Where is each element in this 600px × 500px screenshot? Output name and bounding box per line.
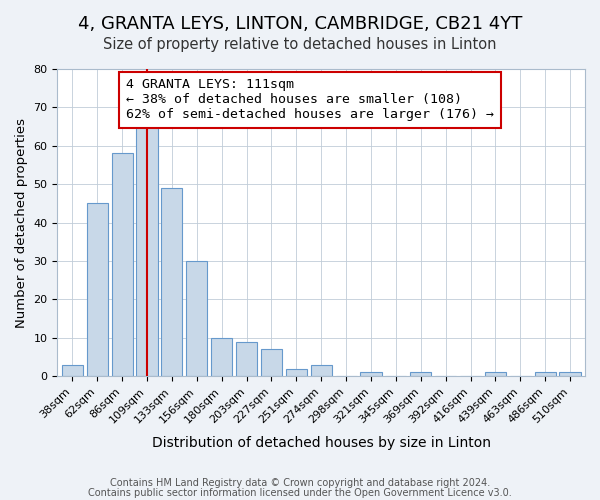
Bar (186, 261, 208, 376)
Text: Size of property relative to detached houses in Linton: Size of property relative to detached ho… (103, 38, 497, 52)
Bar (559, 372, 581, 376)
Bar (311, 364, 332, 376)
Bar (410, 372, 431, 376)
Y-axis label: Number of detached properties: Number of detached properties (15, 118, 28, 328)
Text: 4, GRANTA LEYS, LINTON, CAMBRIDGE, CB21 4YT: 4, GRANTA LEYS, LINTON, CAMBRIDGE, CB21 … (78, 15, 522, 33)
Bar (485, 372, 506, 376)
Bar (535, 372, 556, 376)
Bar (286, 368, 307, 376)
X-axis label: Distribution of detached houses by size in Linton: Distribution of detached houses by size … (152, 436, 491, 450)
Text: Contains HM Land Registry data © Crown copyright and database right 2024.: Contains HM Land Registry data © Crown c… (110, 478, 490, 488)
Text: 4 GRANTA LEYS: 111sqm
← 38% of detached houses are smaller (108)
62% of semi-det: 4 GRANTA LEYS: 111sqm ← 38% of detached … (126, 78, 494, 121)
Bar (136, 119, 158, 376)
Bar (161, 188, 182, 376)
Bar (211, 338, 232, 376)
Bar (112, 154, 133, 376)
Bar (261, 350, 282, 376)
Bar (361, 372, 382, 376)
Bar (236, 342, 257, 376)
Bar (86, 204, 108, 376)
Text: Contains public sector information licensed under the Open Government Licence v3: Contains public sector information licen… (88, 488, 512, 498)
Bar (62, 364, 83, 376)
